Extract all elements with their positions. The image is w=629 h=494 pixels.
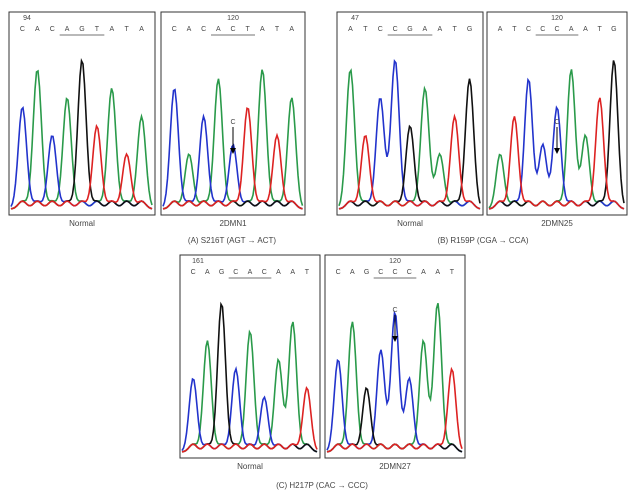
base-letter: A — [583, 26, 588, 33]
base-letter: A — [65, 26, 70, 33]
base-letter: C — [392, 269, 397, 276]
base-letter: A — [289, 26, 294, 33]
base-letter: G — [364, 269, 369, 276]
base-letter: A — [139, 26, 144, 33]
base-letter: T — [305, 269, 310, 276]
base-letter: T — [598, 26, 603, 33]
base-letter: C — [378, 269, 383, 276]
panel-frame — [325, 255, 465, 458]
base-letter: C — [230, 26, 235, 33]
base-letter: G — [407, 26, 412, 33]
base-letter: G — [467, 26, 472, 33]
base-letter: C — [201, 26, 206, 33]
base-letter: C — [50, 26, 55, 33]
base-letter: T — [125, 26, 130, 33]
base-letter: A — [205, 269, 210, 276]
base-letter: C — [407, 269, 412, 276]
base-letter: C — [20, 26, 25, 33]
base-letter: C — [262, 269, 267, 276]
base-letter: A — [276, 269, 281, 276]
mutation-label: C — [230, 119, 235, 126]
panel-frame — [9, 12, 155, 215]
panel-label: Normal — [397, 219, 423, 228]
base-letter: T — [512, 26, 517, 33]
position-number: 161 — [192, 258, 204, 265]
caption: (C) H217P (CAC → CCC) — [276, 481, 368, 490]
base-letter: A — [187, 26, 192, 33]
base-letter: A — [423, 26, 428, 33]
base-letter: A — [421, 269, 426, 276]
base-letter: A — [248, 269, 253, 276]
base-letter: C — [172, 26, 177, 33]
base-letter: T — [246, 26, 251, 33]
panel-label: Normal — [237, 462, 263, 471]
base-letter: T — [453, 26, 458, 33]
base-letter: A — [348, 26, 353, 33]
base-letter: A — [216, 26, 221, 33]
base-letter: T — [95, 26, 100, 33]
caption: (A) S216T (AGT → ACT) — [188, 236, 277, 245]
position-number: 120 — [389, 258, 401, 265]
base-letter: A — [350, 269, 355, 276]
base-letter: A — [569, 26, 574, 33]
position-number: 47 — [351, 15, 359, 22]
panel-label: 2DMN25 — [541, 219, 573, 228]
base-letter: C — [526, 26, 531, 33]
position-number: 120 — [227, 15, 239, 22]
base-letter: A — [109, 26, 114, 33]
base-letter: C — [554, 26, 559, 33]
base-letter: T — [450, 269, 455, 276]
panel-label: 2DMN27 — [379, 462, 411, 471]
base-letter: C — [393, 26, 398, 33]
base-letter: C — [336, 269, 341, 276]
panel-label: Normal — [69, 219, 95, 228]
base-letter: A — [260, 26, 265, 33]
base-letter: G — [611, 26, 616, 33]
mutation-label: C — [554, 119, 559, 126]
caption: (B) R159P (CGA → CCA) — [438, 236, 529, 245]
base-letter: C — [233, 269, 238, 276]
base-letter: C — [540, 26, 545, 33]
base-letter: A — [498, 26, 503, 33]
base-letter: T — [363, 26, 368, 33]
position-number: 94 — [23, 15, 31, 22]
base-letter: C — [378, 26, 383, 33]
base-letter: A — [435, 269, 440, 276]
base-letter: C — [191, 269, 196, 276]
base-letter: G — [219, 269, 224, 276]
base-letter: T — [275, 26, 280, 33]
figure: (A) S216T (AGT → ACT) (B) R159P (CGA → C… — [0, 0, 629, 494]
base-letter: G — [79, 26, 84, 33]
position-number: 120 — [551, 15, 563, 22]
mutation-label: C — [392, 307, 397, 314]
base-letter: A — [35, 26, 40, 33]
base-letter: A — [290, 269, 295, 276]
panel-label: 2DMN1 — [219, 219, 247, 228]
base-letter: A — [437, 26, 442, 33]
